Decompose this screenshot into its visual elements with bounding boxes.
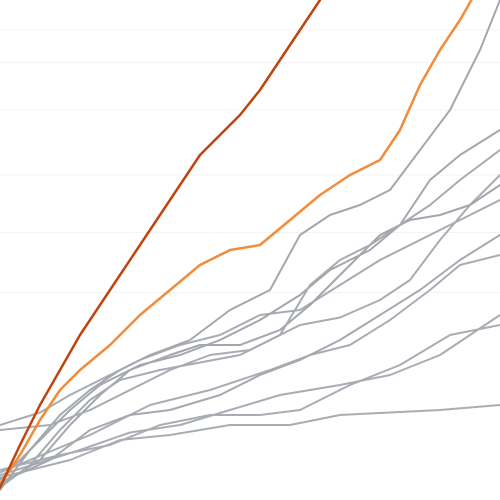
series-gray-4 [0,200,500,425]
series-gray-7 [0,130,500,480]
line-chart [0,0,500,500]
series-highlight-orange [0,0,500,485]
series-gray-1 [0,255,500,473]
chart-series [0,0,500,490]
gridlines [0,30,500,293]
series-gray-6 [0,185,500,485]
series-gray-10 [0,325,500,470]
series-gray-11 [0,235,500,483]
series-highlight-red [0,0,360,488]
series-gray-8 [0,150,500,488]
